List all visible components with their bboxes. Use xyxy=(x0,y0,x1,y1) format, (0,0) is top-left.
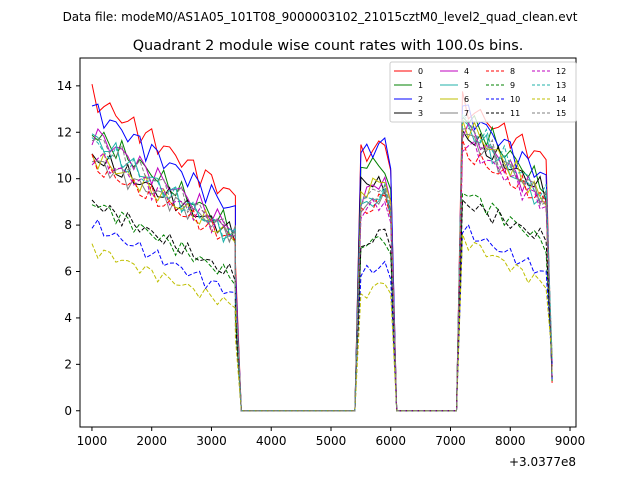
legend-label-2: 2 xyxy=(418,95,423,104)
x-axis-offset-label: +3.0377e8 xyxy=(509,455,576,469)
legend-label-7: 7 xyxy=(464,109,469,118)
legend-label-1: 1 xyxy=(418,81,423,90)
legend-label-15: 15 xyxy=(556,109,566,118)
axes-frame xyxy=(79,57,577,428)
legend-label-10: 10 xyxy=(510,95,520,104)
y-tick-label: 8 xyxy=(64,218,72,232)
y-tick-label: 6 xyxy=(64,265,72,279)
x-axis: 1000 2000 3000 4000 5000 6000 7000 8000 9000 xyxy=(77,427,586,448)
legend-label-14: 14 xyxy=(556,95,566,104)
x-tick-label: 7000 xyxy=(435,434,466,448)
y-tick-label: 10 xyxy=(57,172,72,186)
series-line-15 xyxy=(91,127,553,412)
legend-label-11: 11 xyxy=(510,109,520,118)
series-layer xyxy=(91,83,553,412)
figure-suptitle: Data file: modeM0/AS1A05_101T08_90000031… xyxy=(63,10,578,24)
legend-label-9: 9 xyxy=(510,81,515,90)
x-tick-label: 1000 xyxy=(77,434,108,448)
x-tick-label: 4000 xyxy=(256,434,287,448)
y-tick-label: 14 xyxy=(57,79,72,93)
y-tick-label: 12 xyxy=(57,125,72,139)
legend-label-5: 5 xyxy=(464,81,469,90)
x-tick-label: 5000 xyxy=(316,434,347,448)
legend-label-6: 6 xyxy=(464,95,469,104)
legend-label-0: 0 xyxy=(418,67,423,76)
legend-frame xyxy=(389,61,577,123)
x-tick-label: 9000 xyxy=(555,434,586,448)
series-line-11 xyxy=(91,198,553,412)
y-axis: 0 2 4 6 8 10 12 14 xyxy=(57,79,80,418)
legend-label-3: 3 xyxy=(418,109,423,118)
legend-label-12: 12 xyxy=(556,67,566,76)
series-line-14 xyxy=(91,234,553,412)
y-tick-label: 2 xyxy=(64,357,72,371)
x-tick-label: 3000 xyxy=(196,434,227,448)
chart-title: Quadrant 2 module wise count rates with … xyxy=(133,38,524,54)
legend-label-8: 8 xyxy=(510,67,515,76)
x-tick-label: 2000 xyxy=(136,434,167,448)
legend-label-13: 13 xyxy=(556,81,566,90)
y-tick-label: 4 xyxy=(64,311,72,325)
series-line-10 xyxy=(91,218,553,412)
legend-label-4: 4 xyxy=(464,67,469,76)
x-tick-label: 8000 xyxy=(495,434,526,448)
y-tick-label: 0 xyxy=(64,404,72,418)
x-tick-label: 6000 xyxy=(375,434,406,448)
